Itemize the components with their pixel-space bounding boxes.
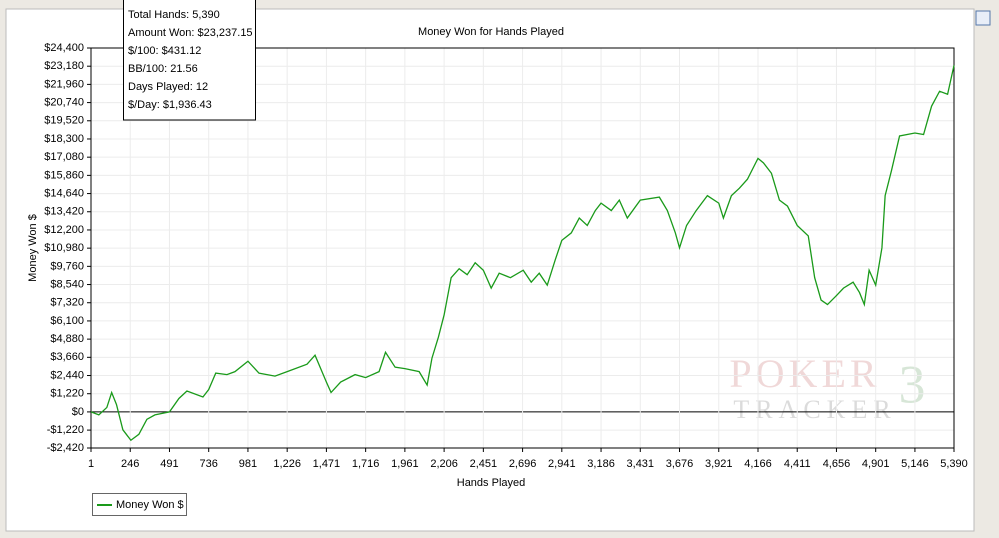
x-tick-label: 4,411 xyxy=(784,458,811,470)
tooltip-box xyxy=(123,0,256,121)
y-tick-label: $9,760 xyxy=(50,260,84,272)
y-tick-label: $3,660 xyxy=(50,351,84,363)
x-tick-label: 491 xyxy=(160,458,178,470)
x-tick-label: 2,206 xyxy=(430,458,458,470)
x-tick-label: 736 xyxy=(200,458,218,470)
x-tick-label: 1,716 xyxy=(352,458,380,470)
x-tick-label: 3,676 xyxy=(666,458,694,470)
y-tick-label: $10,980 xyxy=(44,242,84,254)
y-tick-label: $8,540 xyxy=(50,278,84,290)
watermark-text: POKER xyxy=(729,351,880,396)
watermark-text: 3 xyxy=(899,354,926,414)
x-tick-label: 1,471 xyxy=(313,458,341,470)
series-line xyxy=(90,65,955,442)
y-axis-label: Money Won $ xyxy=(27,214,39,282)
y-tick-label: $6,100 xyxy=(50,315,84,327)
x-tick-label: 1 xyxy=(88,458,94,470)
tooltip-line: Days Played: 12 xyxy=(128,81,208,93)
x-tick-label: 3,431 xyxy=(627,458,655,470)
x-tick-label: 981 xyxy=(239,458,257,470)
x-tick-label: 246 xyxy=(121,458,139,470)
y-tick-label: $21,960 xyxy=(44,78,84,90)
y-tick-label: $15,860 xyxy=(44,169,84,181)
y-tick-label: $14,640 xyxy=(44,187,84,199)
y-tick-label: $7,320 xyxy=(50,297,84,309)
tooltip-line: Amount Won: $23,237.15 xyxy=(128,27,253,39)
x-tick-label: 4,656 xyxy=(823,458,851,470)
x-tick-label: 1,961 xyxy=(391,458,419,470)
tooltip-line: BB/100: 21.56 xyxy=(128,63,198,75)
y-tick-label: $24,400 xyxy=(44,42,84,54)
x-tick-label: 2,696 xyxy=(509,458,537,470)
x-tick-label: 4,901 xyxy=(862,458,890,470)
tooltip-line: $/Day: $1,936.43 xyxy=(128,99,212,111)
y-tick-label: $1,220 xyxy=(50,388,84,400)
y-tick-label: $23,180 xyxy=(44,60,84,72)
x-tick-label: 1,226 xyxy=(273,458,301,470)
watermark-text: TRACKER xyxy=(733,395,896,424)
y-tick-label: $20,740 xyxy=(44,96,84,108)
y-tick-label: $17,080 xyxy=(44,151,84,163)
maximize-button[interactable] xyxy=(975,10,991,26)
y-tick-label: $18,300 xyxy=(44,133,84,145)
x-tick-label: 3,921 xyxy=(705,458,733,470)
x-axis-label: Hands Played xyxy=(457,477,526,489)
y-tick-label: $12,200 xyxy=(44,224,84,236)
x-tick-label: 3,186 xyxy=(587,458,615,470)
x-tick-label: 5,146 xyxy=(901,458,929,470)
y-tick-label: $0 xyxy=(72,406,84,418)
y-tick-label: -$2,420 xyxy=(47,442,84,454)
x-tick-label: 4,166 xyxy=(744,458,772,470)
x-tick-label: 5,390 xyxy=(940,458,968,470)
tooltip-line: Total Hands: 5,390 xyxy=(128,9,220,21)
tooltip-line: $/100: $431.12 xyxy=(128,45,201,57)
y-tick-label: $13,420 xyxy=(44,206,84,218)
x-tick-label: 2,941 xyxy=(548,458,576,470)
chart-title: Money Won for Hands Played xyxy=(418,26,564,38)
y-tick-label: $19,520 xyxy=(44,115,84,127)
y-tick-label: -$1,220 xyxy=(47,424,84,436)
legend-label: Money Won $ xyxy=(116,499,184,511)
x-tick-label: 2,451 xyxy=(470,458,498,470)
y-tick-label: $2,440 xyxy=(50,369,84,381)
legend-box xyxy=(92,493,187,516)
y-tick-label: $4,880 xyxy=(50,333,84,345)
